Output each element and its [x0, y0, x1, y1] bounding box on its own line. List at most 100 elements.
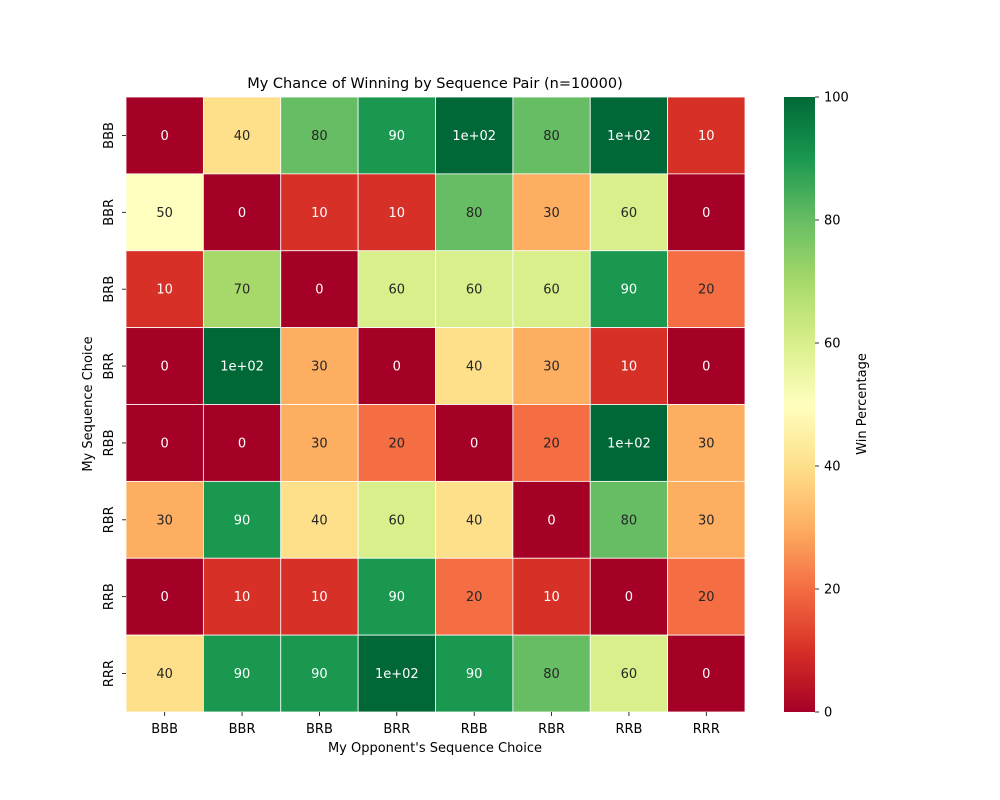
cell-label: 0: [702, 667, 710, 682]
heatmap-cell: [667, 634, 746, 713]
cell-label: 10: [311, 206, 328, 221]
heatmap-cell: [435, 96, 514, 175]
cell-label: 60: [543, 283, 560, 298]
heatmap-cell: [202, 480, 282, 559]
cell-label: 60: [466, 283, 483, 298]
cell-label: 60: [389, 283, 406, 298]
cell-label: 0: [315, 283, 323, 298]
cell-label: 30: [698, 513, 715, 528]
heatmap-cell: [667, 96, 746, 175]
x-tick-label: BRB: [306, 722, 333, 737]
heatmap-cell: [512, 173, 591, 252]
heatmap-cell: [357, 250, 436, 329]
cell-label: 20: [698, 590, 715, 605]
cell-label: 0: [702, 360, 710, 375]
heatmap-cell: [357, 173, 436, 252]
cell-label: 0: [161, 360, 169, 375]
cell-label: 1e+02: [607, 129, 651, 144]
heatmap-cell: [589, 480, 669, 559]
heatmap-cell: [667, 404, 746, 482]
colorbar-ticks: 0 20 40 60 80 100: [815, 91, 849, 721]
heatmap-cell: [667, 250, 746, 329]
heatmap-cell: [512, 404, 591, 482]
colorbar-label: Win Percentage: [855, 353, 870, 455]
heatmap-cell: [435, 634, 514, 713]
cell-label: 80: [466, 206, 483, 221]
x-tick-label: RRR: [693, 722, 720, 737]
cell-label: 60: [389, 513, 406, 528]
heatmap-cell: [202, 96, 282, 175]
colorbar-tick-label: 80: [824, 214, 841, 229]
chart-title: My Chance of Winning by Sequence Pair (n…: [247, 76, 623, 92]
heatmap-cell: [202, 557, 282, 636]
cell-label: 90: [311, 667, 328, 682]
heatmap-cell: [667, 557, 746, 636]
cell-label: 0: [470, 436, 478, 451]
cell-label: 10: [311, 590, 328, 605]
y-axis-label: My Sequence Choice: [81, 336, 96, 471]
heatmap-cell: [589, 173, 669, 252]
cell-label: 20: [389, 436, 406, 451]
y-tick-label: RBR: [102, 506, 117, 533]
colorbar-tick-label: 20: [824, 583, 841, 598]
heatmap-cell: [280, 250, 359, 329]
heatmap-cell: [435, 557, 514, 636]
heatmap-cell: [125, 557, 204, 636]
heatmap-cell: [667, 173, 746, 252]
heatmap-cell: [512, 480, 591, 559]
heatmap-cell: [512, 557, 591, 636]
cell-label: 20: [698, 283, 715, 298]
heatmap-cell: [589, 557, 669, 636]
cell-label: 0: [161, 436, 169, 451]
y-tick-label: BBB: [102, 122, 117, 149]
heatmap-cell: [202, 250, 282, 329]
heatmap-cells: 0 40 80 90 1e+02 80 1e+02 10 50 0 10 10 80 30 60 0 10 70 0…: [125, 96, 746, 713]
cell-label: 80: [543, 667, 560, 682]
heatmap-cell: [280, 404, 359, 482]
heatmap-cell: [280, 96, 359, 175]
cell-label: 80: [311, 129, 328, 144]
y-tick-label: RRR: [102, 660, 117, 687]
cell-label: 30: [311, 436, 328, 451]
heatmap-cell: [435, 173, 514, 252]
cell-label: 10: [389, 206, 406, 221]
heatmap-cell: [280, 557, 359, 636]
heatmap-cell: [512, 96, 591, 175]
cell-label: 20: [466, 590, 483, 605]
y-tick-label: BBR: [102, 199, 117, 226]
heatmap-cell: [589, 327, 669, 405]
y-tick-label: BRB: [102, 276, 117, 303]
heatmap-cell: [435, 480, 514, 559]
cell-label: 30: [698, 436, 715, 451]
heatmap-cell: [435, 327, 514, 405]
x-tick-label: RRB: [615, 722, 642, 737]
x-tick-label: RBB: [461, 722, 488, 737]
colorbar-tick-label: 0: [824, 706, 832, 721]
heatmap-cell: [125, 96, 204, 175]
heatmap-cell: [357, 96, 436, 175]
x-axis-label: My Opponent's Sequence Choice: [328, 741, 542, 756]
cell-label: 60: [621, 206, 638, 221]
colorbar-tick-label: 100: [824, 91, 849, 106]
y-tick-label: RBB: [102, 430, 117, 457]
y-axis: BBB BBR BRB BRR RBB RBR RRB RRR: [102, 122, 126, 687]
heatmap-cell: [435, 250, 514, 329]
cell-label: 10: [156, 283, 173, 298]
cell-label: 70: [234, 283, 251, 298]
heatmap-cell: [667, 480, 746, 559]
cell-label: 90: [234, 667, 251, 682]
colorbar-tick-label: 60: [824, 337, 841, 352]
cell-label: 40: [156, 667, 173, 682]
colorbar-tick-label: 40: [824, 460, 841, 475]
heatmap-cell: [280, 327, 359, 405]
cell-label: 30: [311, 360, 328, 375]
cell-label: 40: [311, 513, 328, 528]
cell-label: 0: [238, 436, 246, 451]
cell-label: 40: [466, 360, 483, 375]
y-tick-label: RRB: [102, 583, 117, 610]
cell-label: 40: [466, 513, 483, 528]
y-tick-label: BRR: [102, 353, 117, 380]
colorbar-gradient: [784, 97, 815, 712]
heatmap-cell: [435, 404, 514, 482]
